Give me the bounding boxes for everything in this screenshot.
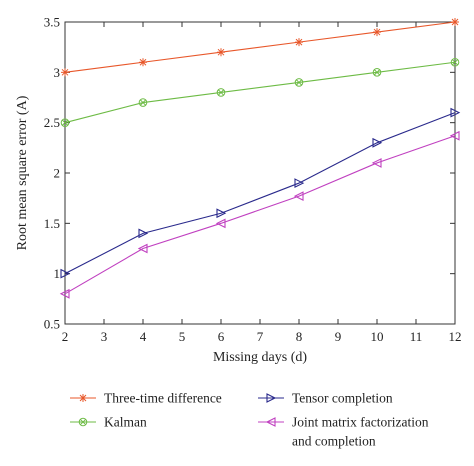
series-line: [64, 61, 456, 124]
data-point: [450, 107, 461, 118]
x-tick-label: 5: [179, 329, 186, 344]
data-point: [59, 288, 70, 299]
data-point: [138, 98, 148, 107]
data-point: [138, 228, 149, 239]
series-line: [64, 135, 456, 295]
x-axis: 2 3 4 5 6 7 8 9 10 11 12: [62, 22, 462, 344]
data-point: [293, 191, 304, 202]
data-point: [371, 158, 382, 168]
plot-area: [64, 21, 456, 325]
y-tick-label: 3: [54, 65, 61, 80]
x-tick-label: 12: [449, 329, 462, 344]
x-tick-label: 11: [410, 329, 423, 344]
x-tick-label: 3: [101, 329, 108, 344]
x-tick-label: 4: [140, 329, 147, 344]
x-tick-label: 6: [218, 329, 225, 344]
data-point: [61, 68, 69, 77]
data-point: [373, 28, 381, 37]
y-tick-label: 2.5: [44, 115, 60, 130]
x-tick-label: 8: [296, 329, 303, 344]
series: [61, 18, 459, 77]
data-point: [60, 118, 70, 127]
legend-label: Three-time difference: [104, 391, 222, 406]
data-point: [216, 208, 227, 219]
series-line: [64, 21, 456, 73]
data-point: [78, 417, 88, 427]
y-tick-label: 3.5: [44, 15, 60, 30]
data-point: [372, 68, 382, 77]
data-point: [215, 218, 226, 229]
data-point: [295, 38, 303, 47]
y-tick-label: 1.5: [44, 216, 60, 231]
legend-entry: Tensor completion: [258, 391, 393, 406]
y-tick-label: 0.5: [44, 317, 60, 332]
data-point: [266, 393, 277, 403]
legend-entry: Kalman: [70, 415, 147, 430]
x-tick-label: 2: [62, 329, 69, 344]
legend-label: Joint matrix factorization and completion: [292, 415, 429, 449]
legend-entry: Three-time difference: [70, 391, 222, 406]
data-point: [79, 394, 87, 402]
legend-entry: Joint matrix factorization and completion: [258, 415, 429, 449]
x-tick-label: 7: [257, 329, 264, 344]
legend: Three-time difference Kalman Tensor comple…: [70, 391, 429, 449]
data-point: [294, 78, 304, 87]
series: [60, 57, 460, 127]
legend-label: Kalman: [104, 415, 147, 430]
data-point: [217, 48, 225, 57]
data-point: [294, 178, 305, 188]
data-point: [137, 243, 148, 254]
x-tick-label: 10: [371, 329, 384, 344]
data-point: [449, 130, 460, 141]
y-tick-label: 2: [54, 166, 61, 181]
y-axis: 0.5 1 1.5 2 2.5 3 3.5: [44, 15, 455, 332]
data-point: [139, 58, 147, 67]
data-point: [265, 417, 276, 427]
series-line: [64, 112, 456, 275]
x-axis-title: Missing days (d): [213, 350, 307, 365]
series-layer: [59, 18, 461, 299]
series: [60, 107, 461, 279]
x-tick-label: 9: [335, 329, 342, 344]
data-point: [372, 137, 383, 148]
data-point: [451, 18, 459, 26]
series: [59, 130, 460, 299]
y-tick-label: 1: [54, 266, 61, 281]
data-point: [216, 88, 226, 97]
data-point: [450, 57, 460, 67]
y-axis-title: Root mean square error (A): [15, 95, 30, 250]
legend-label: Tensor completion: [292, 391, 393, 406]
data-point: [60, 268, 71, 279]
